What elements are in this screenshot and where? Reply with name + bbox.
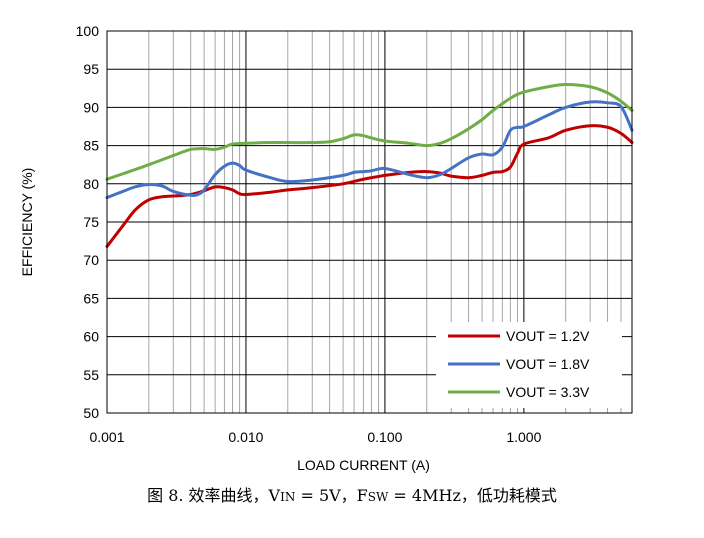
x-axis-title: LOAD CURRENT (A) [297, 457, 430, 473]
caption-prefix: 图 8. 效率曲线，V [147, 486, 281, 505]
y-axis-title: EFFICIENCY (%) [19, 168, 35, 277]
series-lines [105, 82, 634, 248]
x-tick-labels: 0.001 0.010 0.100 1.000 [89, 429, 541, 445]
legend-label: VOUT = 1.2V [506, 328, 590, 344]
legend: VOUT = 1.2V VOUT = 1.8V VOUT = 3.3V [436, 322, 622, 408]
caption-fsw-subscript: SW [367, 490, 389, 504]
series-line [105, 82, 634, 181]
figure-caption: 图 8. 效率曲线，VIN = 5V，FSW = 4MHz，低功耗模式 [0, 482, 704, 506]
series-line [105, 100, 634, 200]
legend-label: VOUT = 1.8V [506, 356, 590, 372]
caption-suffix: = 4MHz，低功耗模式 [388, 486, 557, 505]
x-tick-label: 0.100 [367, 429, 402, 445]
x-tick-label: 1.000 [506, 429, 541, 445]
x-tick-label: 0.010 [228, 429, 263, 445]
y-tick-label: 50 [83, 405, 99, 421]
y-tick-labels: 50 55 60 65 70 75 80 85 90 95 100 [76, 23, 100, 421]
y-tick-label: 95 [83, 61, 99, 77]
y-tick-label: 60 [83, 329, 99, 345]
efficiency-chart: 50 55 60 65 70 75 80 85 90 95 100 0.001 0.010 0.100 1… [19, 23, 634, 473]
y-tick-label: 80 [83, 176, 99, 192]
y-tick-label: 55 [83, 367, 99, 383]
y-tick-label: 90 [83, 99, 99, 115]
caption-vin-subscript: IN [280, 490, 296, 504]
y-tick-label: 75 [83, 214, 99, 230]
caption-middle: = 5V，F [295, 486, 368, 505]
y-tick-label: 85 [83, 138, 99, 154]
plot-frame [106, 30, 633, 414]
x-tick-label: 0.001 [89, 429, 124, 445]
y-tick-label: 70 [83, 252, 99, 268]
y-tick-label: 65 [83, 290, 99, 306]
y-tick-label: 100 [76, 23, 100, 39]
legend-label: VOUT = 3.3V [506, 384, 590, 400]
